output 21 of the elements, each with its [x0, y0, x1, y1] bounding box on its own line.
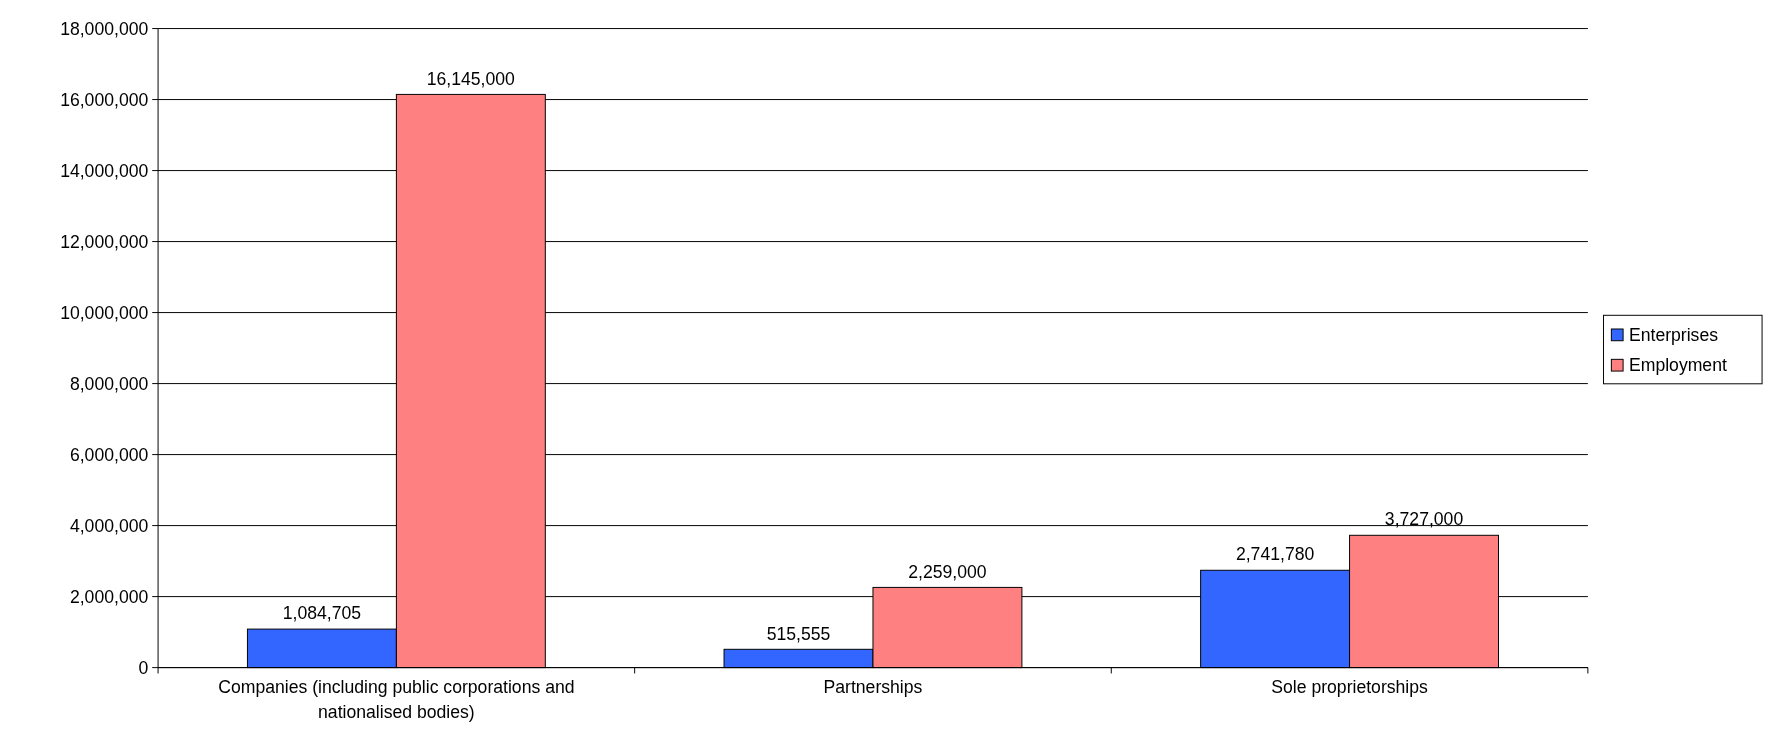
- x-tick-label: Sole proprietorships: [1271, 677, 1429, 698]
- data-label: 3,727,000: [1384, 509, 1464, 530]
- x-tick-label: Companies (including public corporations and nationalised bodies): [218, 677, 575, 723]
- data-label: 515,555: [766, 623, 831, 644]
- data-label: 16,145,000: [426, 68, 516, 89]
- y-tick-label: 10,000,000: [60, 302, 149, 323]
- data-label: 2,741,780: [1235, 544, 1315, 565]
- x-tick-label: Partnerships: [823, 677, 923, 698]
- y-tick-label: 0: [138, 657, 149, 678]
- y-tick-label: 16,000,000: [60, 89, 149, 110]
- y-tick-label: 6,000,000: [69, 444, 149, 465]
- y-tick-label: 18,000,000: [60, 18, 149, 39]
- y-tick-label: 8,000,000: [69, 373, 149, 394]
- y-tick-label: 2,000,000: [69, 586, 149, 607]
- y-tick-label: 4,000,000: [69, 515, 149, 536]
- data-label: 2,259,000: [908, 561, 987, 582]
- y-tick-label: 12,000,000: [60, 231, 149, 252]
- data-label: 1,084,705: [282, 603, 362, 624]
- legend-label: Employment: [1628, 355, 1727, 376]
- y-tick-label: 14,000,000: [60, 160, 149, 181]
- legend-label: Enterprises: [1628, 325, 1719, 346]
